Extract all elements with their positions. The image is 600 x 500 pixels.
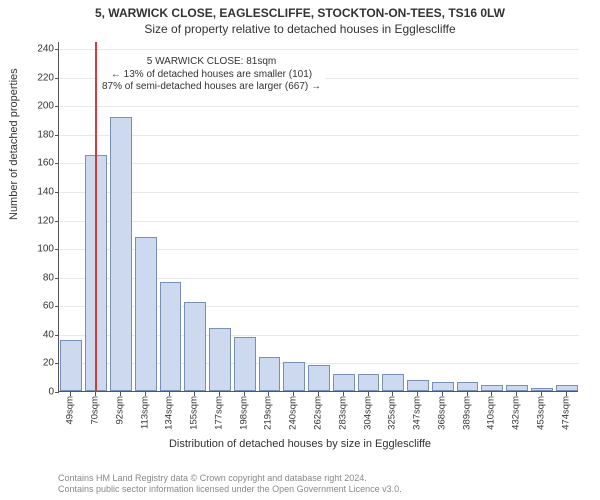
page-subtitle: Size of property relative to detached ho… (0, 22, 600, 40)
ytick-label: 100 (24, 244, 54, 255)
xtick-label: 92sqm (114, 396, 125, 425)
bar (60, 340, 82, 391)
ytick-mark (55, 335, 59, 336)
bar (160, 282, 182, 391)
footer-line2: Contains public sector information licen… (58, 484, 402, 496)
xtick-label: 134sqm (164, 396, 175, 430)
xtick-label: 70sqm (90, 396, 101, 425)
ytick-label: 20 (24, 358, 54, 369)
chart-container: 5, WARWICK CLOSE, EAGLESCLIFFE, STOCKTON… (0, 0, 600, 500)
xtick-label: 262sqm (313, 396, 324, 430)
ytick-mark (55, 49, 59, 50)
ytick-mark (55, 192, 59, 193)
footer: Contains HM Land Registry data © Crown c… (58, 473, 402, 496)
xtick-label: 368sqm (436, 396, 447, 430)
bar (531, 388, 553, 391)
footer-line1: Contains HM Land Registry data © Crown c… (58, 473, 402, 485)
bar (556, 385, 578, 391)
annotation-line1: 5 WARWICK CLOSE: 81sqm (102, 56, 321, 69)
annotation-box: 5 WARWICK CLOSE: 81sqm ← 13% of detached… (98, 54, 325, 96)
bar (506, 385, 528, 391)
bar (259, 357, 281, 391)
xtick-label: 432sqm (511, 396, 522, 430)
xtick-label: 389sqm (461, 396, 472, 430)
bar (407, 380, 429, 391)
ytick-label: 160 (24, 158, 54, 169)
gridline (59, 49, 579, 50)
xtick-label: 177sqm (213, 396, 224, 430)
bar (333, 374, 355, 391)
ytick-mark (55, 278, 59, 279)
gridline (59, 135, 579, 136)
xtick-label: 198sqm (238, 396, 249, 430)
ytick-mark (55, 363, 59, 364)
x-axis-label: Distribution of detached houses by size … (0, 438, 600, 450)
ytick-mark (55, 78, 59, 79)
bar (457, 382, 479, 391)
bar (358, 374, 380, 391)
ytick-label: 240 (24, 44, 54, 55)
gridline (59, 192, 579, 193)
ytick-mark (55, 221, 59, 222)
annotation-line2: ← 13% of detached houses are smaller (10… (102, 69, 321, 82)
gridline (59, 163, 579, 164)
gridline (59, 221, 579, 222)
gridline (59, 106, 579, 107)
y-axis-label: Number of detached properties (8, 68, 20, 220)
bar (135, 237, 157, 391)
ytick-label: 180 (24, 129, 54, 140)
bar (184, 302, 206, 391)
ytick-label: 0 (24, 387, 54, 398)
xtick-label: 453sqm (535, 396, 546, 430)
bar (432, 382, 454, 391)
xtick-label: 325sqm (387, 396, 398, 430)
bar (481, 385, 503, 391)
ytick-label: 40 (24, 329, 54, 340)
ytick-mark (55, 135, 59, 136)
xtick-label: 410sqm (486, 396, 497, 430)
page-title: 5, WARWICK CLOSE, EAGLESCLIFFE, STOCKTON… (0, 0, 600, 22)
bar (283, 362, 305, 391)
bar (308, 365, 330, 391)
ytick-label: 120 (24, 215, 54, 226)
xtick-label: 304sqm (362, 396, 373, 430)
ytick-label: 60 (24, 301, 54, 312)
ytick-label: 220 (24, 72, 54, 83)
xtick-label: 49sqm (65, 396, 76, 425)
ytick-mark (55, 163, 59, 164)
ytick-label: 80 (24, 272, 54, 283)
bar (234, 337, 256, 391)
xtick-label: 283sqm (337, 396, 348, 430)
ytick-mark (55, 306, 59, 307)
chart-area: 5 WARWICK CLOSE: 81sqm ← 13% of detached… (58, 42, 578, 392)
bar (209, 328, 231, 391)
ytick-label: 200 (24, 101, 54, 112)
ytick-mark (55, 392, 59, 393)
xtick-label: 347sqm (412, 396, 423, 430)
xtick-label: 113sqm (139, 396, 150, 429)
xtick-label: 219sqm (263, 396, 274, 430)
xtick-label: 155sqm (189, 396, 200, 430)
bar (110, 117, 132, 391)
annotation-line3: 87% of semi-detached houses are larger (… (102, 81, 321, 94)
xtick-label: 474sqm (560, 396, 571, 430)
bar (382, 374, 404, 391)
ytick-label: 140 (24, 187, 54, 198)
xtick-label: 240sqm (288, 396, 299, 430)
ytick-mark (55, 106, 59, 107)
ytick-mark (55, 249, 59, 250)
